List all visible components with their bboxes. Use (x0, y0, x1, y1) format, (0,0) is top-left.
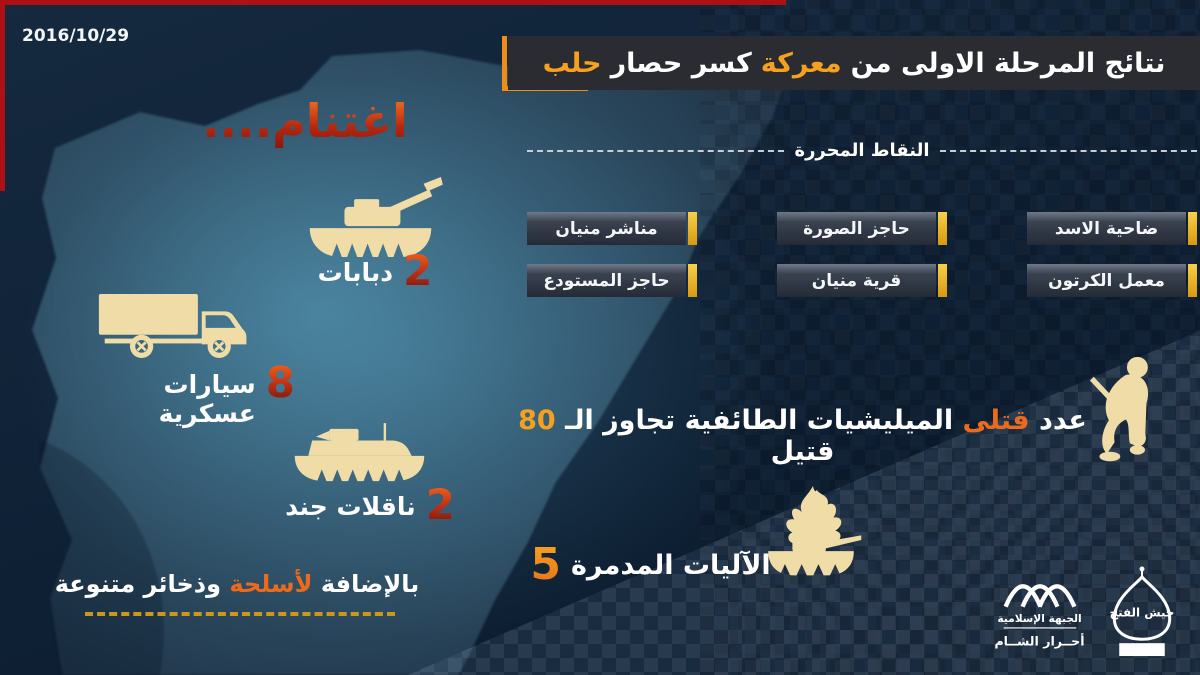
gold-bar (938, 264, 947, 297)
ahrar-line1: الجبهة الإسلامية (997, 612, 1081, 625)
point-dahiyat-al-assad: ضاحية الاسد (1027, 212, 1197, 245)
casualties-part1: عدد (1038, 405, 1087, 436)
casualties-part3: قتيل (770, 436, 835, 467)
jaish-al-fatah-logo: جيش الفتح (1102, 565, 1182, 659)
apc-icon (287, 423, 432, 485)
point-label: معمل الكرتون (1027, 264, 1186, 297)
tank-count: 2 (403, 246, 433, 295)
destroyed-label: الآليات المدمرة (570, 550, 771, 581)
jaish-text: جيش الفتح (1110, 605, 1175, 620)
point-label: ضاحية الاسد (1027, 212, 1186, 245)
title-part1: نتائج المرحلة الاولى من (850, 47, 1166, 79)
point-label: مناشر منيان (527, 212, 686, 245)
note-part1: بالإضافة (320, 570, 420, 598)
point-maamal-al-karton: معمل الكرتون (1027, 264, 1197, 297)
note-part2: وذخائر متنوعة (54, 570, 222, 598)
casualties-line: عدد قتلى الميليشيات الطائفية تجاوز الـ 8… (515, 405, 1090, 467)
truck-label: سيارات عسكرية (158, 370, 256, 428)
tank-count-caption: 2 دبابات (280, 246, 470, 292)
burning-tank-icon (755, 486, 867, 593)
point-hajiz-al-mustawda: حاجز المستودع (527, 264, 697, 297)
point-label: حاجز المستودع (527, 264, 686, 297)
tank-icon (298, 176, 443, 258)
gold-bar (688, 264, 697, 297)
title-bar: نتائج المرحلة الاولى من معركة كسر حصار ح… (508, 36, 1200, 90)
title-bracket-vertical (502, 36, 507, 91)
title-part2: كسر حصار (610, 47, 752, 79)
destroyed-count: 5 (530, 539, 561, 590)
ahrar-line2: أحــرار الشــام (994, 632, 1084, 649)
truck-count-caption: 8 سيارات عسكرية (65, 358, 295, 429)
destroyed-vehicles-caption: الآليات المدمرة 5 (528, 538, 773, 587)
apc-count-caption: 2 ناقلات جند (272, 480, 468, 526)
gold-bar (1188, 212, 1197, 245)
title-highlight-aleppo: حلب (542, 47, 602, 79)
ahrar-al-sham-logo: الجبهة الإسلامية أحــرار الشــام (994, 565, 1086, 659)
note-dashed-line (85, 612, 395, 616)
casualties-part2: الميليشيات الطائفية تجاوز الـ (565, 405, 954, 436)
gold-bar (1188, 264, 1197, 297)
gold-bar (688, 212, 697, 245)
point-label: حاجز الصورة (777, 212, 936, 245)
spoils-heading: اغتنام.... (150, 94, 460, 148)
header-dash-right (939, 149, 1197, 152)
header-dash-left (526, 149, 785, 152)
point-label: قرية منيان (777, 264, 936, 297)
red-border-left (0, 0, 5, 191)
apc-label: ناقلات جند (285, 492, 416, 521)
casualties-highlight-killed: قتلى (962, 405, 1030, 436)
point-qaryat-minyan: قرية منيان (777, 264, 947, 297)
note-highlight-weapons: لأسلحة (229, 570, 313, 598)
red-border-top (0, 0, 786, 5)
liberated-points-header: النقاط المحررة (526, 140, 1197, 161)
truck-count: 8 (265, 358, 295, 407)
apc-count: 2 (425, 480, 455, 529)
tank-label: دبابات (317, 258, 394, 287)
date: 2016/10/29 (22, 26, 130, 46)
liberated-points-grid: ضاحية الاسد حاجز الصورة مناشر منيان معمل… (527, 212, 1197, 297)
title-highlight-battle: معركة (760, 47, 842, 79)
truck-icon (95, 290, 260, 360)
soldier-icon (1088, 354, 1164, 466)
casualties-highlight-80: 80 (518, 405, 556, 436)
logos-row: الجبهة الإسلامية أحــرار الشــام جيش الف… (994, 565, 1182, 659)
point-hajiz-al-soura: حاجز الصورة (777, 212, 947, 245)
gold-bar (938, 212, 947, 245)
spoils-note: بالإضافة لأسلحة وذخائر متنوعة (52, 570, 422, 598)
point-manashir-minyan: مناشر منيان (527, 212, 697, 245)
liberated-points-heading: النقاط المحررة (794, 140, 930, 161)
